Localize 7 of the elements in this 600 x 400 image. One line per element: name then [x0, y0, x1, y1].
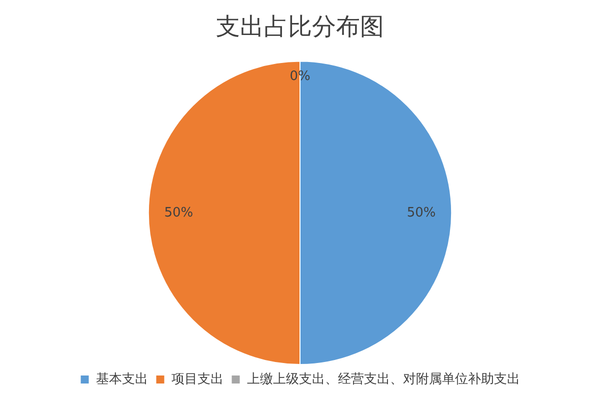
- data-label: 50%: [164, 205, 194, 220]
- chart-title: 支出占比分布图: [216, 12, 384, 41]
- legend-label: 基本支出: [96, 372, 148, 387]
- data-label: 50%: [406, 205, 436, 220]
- legend-label: 上缴上级支出、经营支出、对附属单位补助支出: [246, 372, 520, 387]
- text: 0%: [290, 68, 310, 84]
- legend-label: 项目支出: [171, 372, 224, 387]
